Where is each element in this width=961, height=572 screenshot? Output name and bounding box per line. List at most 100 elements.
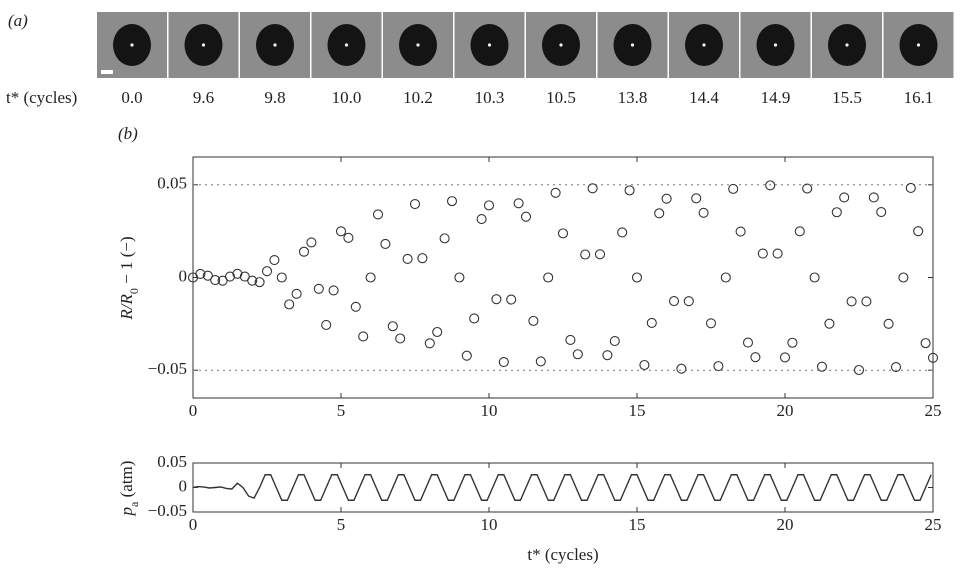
data-point <box>224 271 236 282</box>
drop-highlight <box>845 43 849 47</box>
data-point <box>920 338 931 349</box>
frame-label: 10.3 <box>475 88 505 107</box>
drop-highlight <box>273 43 277 47</box>
data-point <box>876 207 887 218</box>
data-point <box>602 350 613 361</box>
data-point <box>890 361 902 373</box>
y-tick-label: 0.05 <box>157 452 187 471</box>
data-point <box>261 266 273 277</box>
frame-label: 10.5 <box>546 88 576 107</box>
x-tick-label: 10 <box>481 515 498 534</box>
x-tick-label: 20 <box>777 515 794 534</box>
data-point <box>350 301 361 312</box>
data-point <box>765 180 776 191</box>
data-point <box>898 272 909 283</box>
data-point <box>735 226 746 237</box>
data-point <box>469 313 480 324</box>
data-point <box>624 185 635 196</box>
data-point <box>750 352 761 363</box>
data-point <box>676 363 687 374</box>
data-point <box>372 209 384 220</box>
y-axis-label-part: 0 <box>127 288 141 294</box>
data-point <box>535 356 546 367</box>
data-point <box>402 253 413 265</box>
data-point <box>365 272 376 283</box>
frame-label: 9.6 <box>193 88 214 107</box>
data-point <box>742 337 754 348</box>
data-point <box>498 356 509 368</box>
data-point <box>528 315 539 326</box>
data-point <box>284 299 295 310</box>
x-tick-label: 15 <box>629 401 646 420</box>
data-point <box>787 337 798 348</box>
frame-label: 15.5 <box>832 88 862 107</box>
data-point <box>446 196 458 207</box>
drop-highlight <box>559 43 563 47</box>
drop-highlight <box>416 43 420 47</box>
data-point <box>483 200 495 211</box>
frame-label: 0.0 <box>121 88 142 107</box>
data-point <box>913 226 924 237</box>
data-point <box>779 352 791 363</box>
frame-label: 13.8 <box>618 88 648 107</box>
data-point <box>772 248 783 259</box>
data-point <box>291 288 302 299</box>
data-point <box>543 272 554 283</box>
data-point <box>617 227 628 238</box>
data-point <box>557 228 569 239</box>
data-point <box>661 193 672 204</box>
data-point <box>565 334 576 346</box>
data-point <box>757 248 768 259</box>
data-point <box>454 272 465 283</box>
data-point <box>580 249 591 260</box>
drop-highlight <box>201 43 206 47</box>
data-point <box>720 272 731 283</box>
data-point <box>476 214 487 225</box>
data-point <box>276 272 287 283</box>
data-point <box>853 364 865 376</box>
y-axis-label: pa (atm) <box>117 461 141 517</box>
data-point <box>698 207 709 218</box>
frame-label: 14.4 <box>689 88 719 107</box>
y-axis-label-part: − 1 (−) <box>117 236 136 288</box>
drop-highlight <box>487 43 492 47</box>
y-axis-label-part: a <box>127 501 141 507</box>
data-point <box>839 192 850 203</box>
data-point <box>846 296 857 307</box>
data-point <box>321 319 332 331</box>
y-tick-label: 0 <box>179 476 188 495</box>
x-tick-label: 20 <box>777 401 794 420</box>
drop-highlight <box>916 43 921 47</box>
data-point <box>809 272 820 283</box>
data-point <box>343 232 354 243</box>
data-point <box>269 255 280 266</box>
x-tick-label: 0 <box>189 515 198 534</box>
data-point <box>232 268 243 279</box>
data-point <box>802 183 813 194</box>
data-point <box>358 331 369 342</box>
data-point <box>247 275 258 286</box>
frame-label: 9.8 <box>264 88 285 107</box>
data-point <box>831 207 842 218</box>
data-point <box>313 283 324 294</box>
frame-label: 10.2 <box>403 88 433 107</box>
data-point <box>520 211 532 222</box>
data-point <box>439 233 450 244</box>
data-point <box>306 237 317 248</box>
x-axis-label: t* (cycles) <box>527 545 598 564</box>
data-point <box>506 294 517 305</box>
data-point <box>654 208 665 219</box>
row-label: t* (cycles) <box>6 88 77 107</box>
data-point <box>639 359 650 371</box>
data-point <box>254 277 265 288</box>
y-axis-label-part: p <box>117 507 136 517</box>
y-axis-label-part: (atm) <box>117 461 136 502</box>
drop-highlight <box>344 43 349 47</box>
frame-label: 10.0 <box>332 88 362 107</box>
plot-frame <box>192 462 934 513</box>
data-point <box>513 198 524 209</box>
y-tick-label: −0.05 <box>148 359 187 378</box>
data-point <box>387 321 398 332</box>
data-point <box>195 268 206 280</box>
